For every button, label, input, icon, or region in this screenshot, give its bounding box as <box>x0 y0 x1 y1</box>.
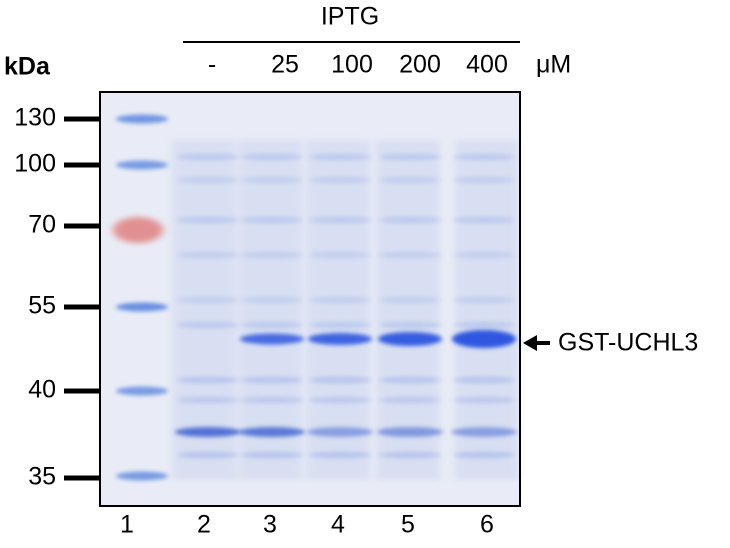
band <box>453 296 515 304</box>
band <box>453 321 515 329</box>
arrow-head <box>523 335 537 351</box>
band <box>379 376 441 384</box>
band <box>116 160 168 170</box>
gel-border <box>99 91 521 507</box>
iptg-label: IPTG <box>321 3 379 31</box>
band <box>116 302 168 312</box>
lane-smear <box>306 140 370 480</box>
band <box>453 216 515 224</box>
lane-smear <box>238 140 302 480</box>
band <box>451 427 517 437</box>
lane-number: 3 <box>263 511 277 539</box>
unit-label: μM <box>536 51 571 79</box>
band <box>309 376 371 384</box>
marker-label: 100 <box>14 150 56 178</box>
band <box>241 376 303 384</box>
band <box>453 153 515 161</box>
band <box>309 321 371 329</box>
band <box>309 153 371 161</box>
band <box>379 176 441 184</box>
band <box>309 251 371 259</box>
band <box>377 427 443 437</box>
band <box>241 153 303 161</box>
marker-label: 40 <box>28 376 56 404</box>
band <box>239 427 305 437</box>
marker-label: 55 <box>28 292 56 320</box>
marker-label: 35 <box>28 463 56 491</box>
band <box>309 396 371 404</box>
band <box>307 427 373 437</box>
band <box>241 396 303 404</box>
band <box>177 176 239 184</box>
band <box>241 451 303 459</box>
kda-label: kDa <box>4 53 51 81</box>
band <box>240 333 304 345</box>
band <box>453 176 515 184</box>
band <box>116 386 168 396</box>
band <box>241 296 303 304</box>
band <box>309 296 371 304</box>
band <box>241 251 303 259</box>
lane-number: 6 <box>480 511 494 539</box>
markers: 130 100 70 55 40 35 <box>14 104 101 491</box>
band-arrow <box>523 335 550 351</box>
lane-number: 2 <box>197 511 211 539</box>
lane-number: 5 <box>401 511 415 539</box>
band <box>379 153 441 161</box>
concentration: 25 <box>271 51 299 79</box>
band <box>453 451 515 459</box>
concentration: 400 <box>466 51 508 79</box>
marker-label: 70 <box>28 211 56 239</box>
band <box>309 216 371 224</box>
concentration: 200 <box>399 51 441 79</box>
band <box>452 330 516 348</box>
band <box>241 176 303 184</box>
lane-smear <box>376 140 440 480</box>
band <box>453 251 515 259</box>
band <box>379 451 441 459</box>
band <box>113 217 163 243</box>
band <box>177 153 239 161</box>
band <box>453 396 515 404</box>
band <box>177 251 239 259</box>
band <box>453 376 515 384</box>
band <box>378 332 442 346</box>
band <box>308 333 372 345</box>
band <box>177 451 239 459</box>
band <box>309 451 371 459</box>
band <box>177 296 239 304</box>
band <box>177 376 239 384</box>
band <box>379 251 441 259</box>
concentration: 100 <box>331 51 373 79</box>
band <box>309 176 371 184</box>
band <box>241 321 303 329</box>
lane-number: 4 <box>331 511 345 539</box>
band-label: GST-UCHL3 <box>558 329 698 357</box>
marker-label: 130 <box>14 104 56 132</box>
band <box>175 427 241 437</box>
band <box>116 114 168 124</box>
band <box>379 321 441 329</box>
band <box>379 216 441 224</box>
band <box>379 296 441 304</box>
band <box>379 396 441 404</box>
band <box>241 216 303 224</box>
lane-smear <box>455 140 519 480</box>
band <box>177 321 239 329</box>
bands <box>113 114 519 481</box>
band <box>177 216 239 224</box>
band <box>116 471 168 481</box>
lane-smear <box>172 140 236 480</box>
lane-number: 1 <box>120 511 134 539</box>
lane-numbers: 1 2 3 4 5 6 <box>120 511 494 539</box>
band <box>177 396 239 404</box>
concentration: - <box>208 51 216 79</box>
